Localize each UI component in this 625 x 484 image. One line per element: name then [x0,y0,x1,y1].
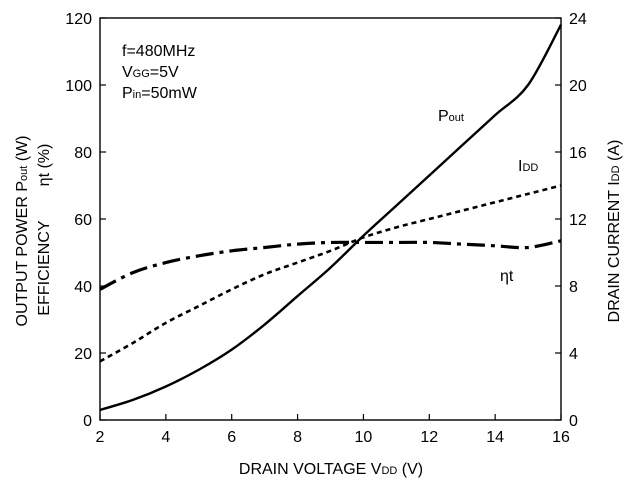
y-right-tick-label: 8 [569,279,578,296]
series-line-idd [99,184,562,363]
series-label-main: ηt [500,268,514,285]
y-left-tick-label: 120 [65,11,92,28]
condition-main: P [122,85,133,102]
condition-sub: in [133,89,142,101]
series-line--t [99,239,562,291]
y-right-title-unit: (A) [606,140,623,166]
series-label-main: I [518,158,522,175]
series-label-main: P [438,108,449,125]
y-right-tick-label: 20 [569,78,587,95]
x-axis-title-sub: DD [381,465,397,477]
x-tick-label: 14 [486,429,504,446]
y-right-tick-label: 16 [569,145,587,162]
x-tick-label: 6 [227,429,236,446]
y-right-tick-label: 4 [569,346,578,363]
series-label-sub: DD [522,162,538,174]
x-axis-title-main: DRAIN VOLTAGE V [239,461,382,478]
condition-text: Pin=50mW [122,85,198,102]
x-tick-label: 4 [161,429,170,446]
x-tick-label: 8 [293,429,302,446]
x-tick-label: 12 [420,429,438,446]
y-right-tick-label: 0 [569,413,578,430]
y-left-tick-label: 100 [65,78,92,95]
y-left-title-main: OUTPUT POWER P [14,181,31,327]
x-tick-label: 2 [96,429,105,446]
y-right-tick-label: 24 [569,11,587,28]
x-tick-label: 10 [355,429,373,446]
y-left-title-unit: (W) [14,136,31,166]
series-line-pout [99,24,563,412]
condition-main: f=480MHz [122,43,195,60]
y-left-tick-label: 0 [83,413,92,430]
condition-text: VGG=5V [122,64,179,81]
series-label-sub: out [449,112,464,124]
x-axis-title-unit: (V) [397,461,423,478]
condition-rest: =50mW [141,85,197,102]
condition-main: V [122,64,133,81]
condition-rest: =5V [150,64,179,81]
y-left-tick-label: 20 [74,346,92,363]
series-label-idd: IDD [518,158,538,175]
y-left-axis-title-line2: EFFICIENCY [36,220,53,315]
x-tick-label: 16 [552,429,570,446]
y-right-axis-title: DRAIN CURRENT IDD (A) [606,140,623,323]
series-label-pout: Pout [438,108,464,125]
condition-text: f=480MHz [122,43,195,60]
y-left-tick-label: 60 [74,212,92,229]
y-left-axis-title-eta: ηt (%) [36,144,53,187]
condition-sub: GG [133,68,150,80]
y-left-title-sub: out [18,166,30,181]
series-label--t: ηt [500,268,514,285]
x-axis-title: DRAIN VOLTAGE VDD (V) [239,461,423,478]
series-layer [99,24,563,412]
y-left-tick-label: 80 [74,145,92,162]
y-right-title-main: DRAIN CURRENT I [606,181,623,322]
y-right-tick-label: 12 [569,212,587,229]
y-left-tick-label: 40 [74,279,92,296]
y-left-axis-title-line1: OUTPUT POWER Pout (W) [14,136,31,327]
y-right-title-sub: DD [610,165,622,181]
